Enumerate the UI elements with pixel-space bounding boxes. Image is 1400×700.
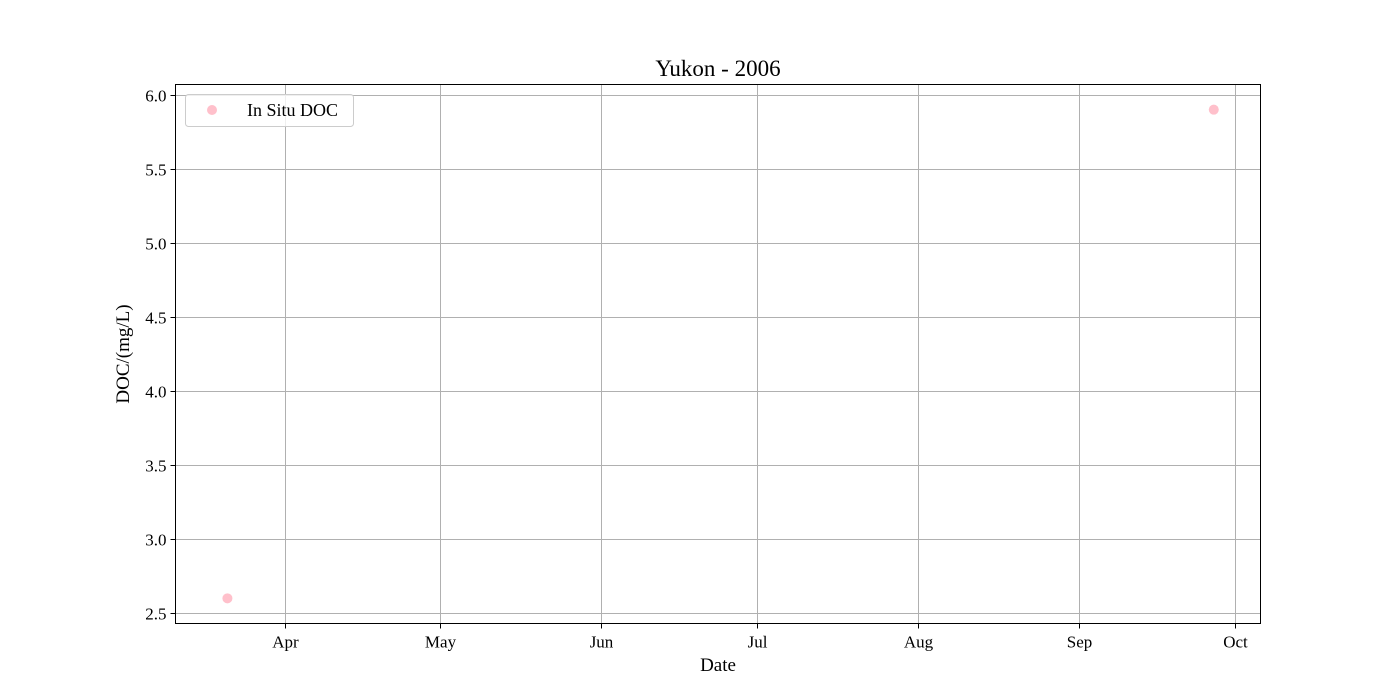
- x-axis-ticks: Apr May Jun Jul Aug Sep Oct: [272, 623, 1248, 652]
- x-axis-label: Date: [700, 655, 736, 676]
- data-point: [1208, 104, 1219, 115]
- legend-box: [185, 94, 354, 127]
- chart-title: Yukon - 2006: [655, 56, 780, 81]
- y-tick-label: 3.5: [145, 457, 166, 476]
- data-point: [222, 593, 233, 604]
- data-points: [222, 104, 1219, 604]
- grid: [175, 84, 1261, 624]
- y-axis-label: DOC/(mg/L): [113, 304, 134, 403]
- y-axis-ticks: 2.5 3.0 3.5 4.0 4.5 5.0 5.5 6.0: [145, 87, 176, 624]
- y-tick-label: 2.5: [145, 605, 166, 624]
- x-tick-label: Apr: [272, 633, 299, 652]
- plot-frame: [175, 84, 1261, 624]
- x-tick-label: May: [425, 633, 457, 652]
- y-tick-label: 4.5: [145, 309, 166, 328]
- y-tick-label: 3.0: [145, 531, 166, 550]
- legend-marker: [207, 105, 217, 115]
- x-tick-label: Sep: [1067, 633, 1093, 652]
- x-tick-label: Oct: [1223, 633, 1248, 652]
- y-tick-label: 5.5: [145, 161, 166, 180]
- x-tick-label: Jul: [748, 633, 768, 652]
- y-tick-label: 4.0: [145, 383, 166, 402]
- x-tick-label: Aug: [904, 633, 934, 652]
- y-tick-label: 6.0: [145, 87, 166, 106]
- legend: In Situ DOC: [185, 94, 354, 127]
- y-tick-label: 5.0: [145, 235, 166, 254]
- x-tick-label: Jun: [590, 633, 614, 652]
- legend-label: In Situ DOC: [247, 100, 338, 120]
